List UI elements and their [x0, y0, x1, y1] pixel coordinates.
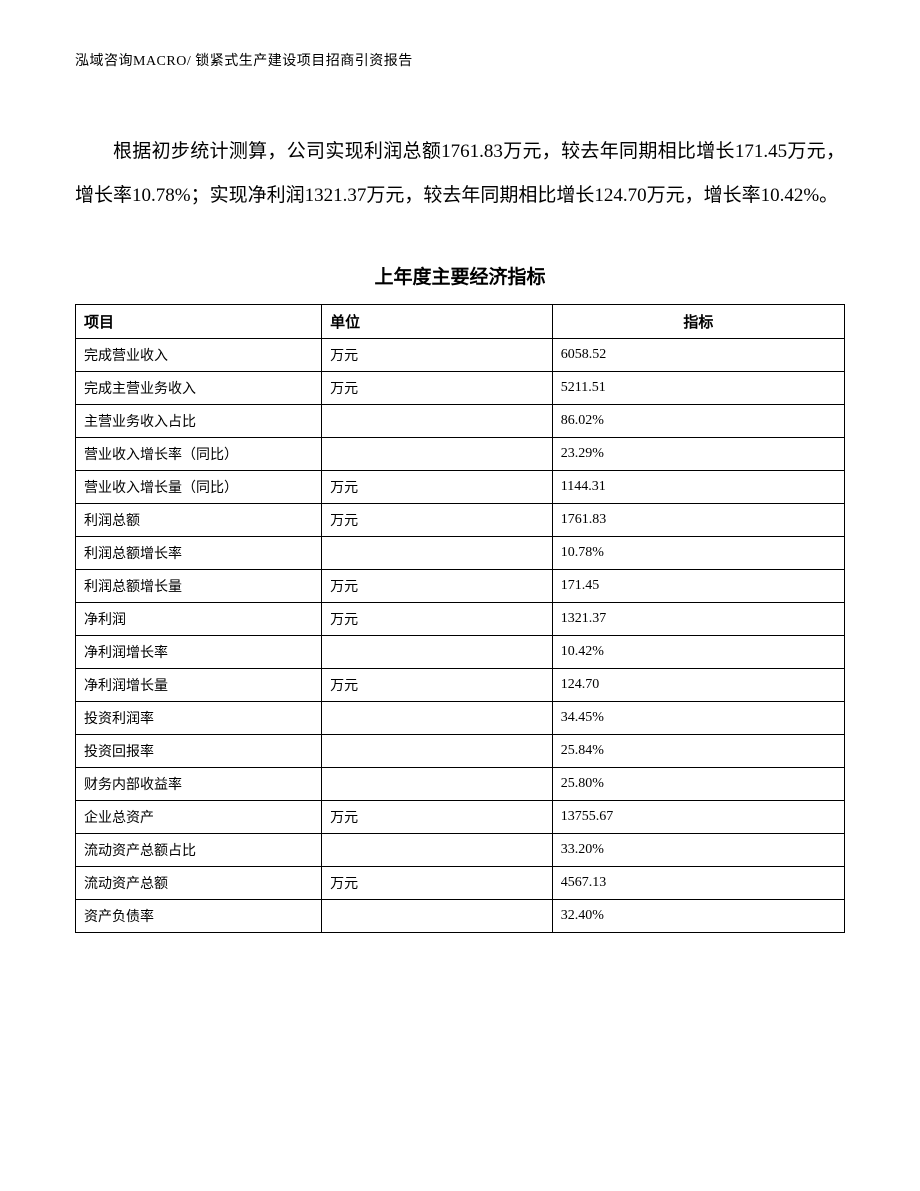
table-cell: 万元 [322, 570, 553, 603]
table-cell: 32.40% [552, 900, 844, 933]
table-cell: 净利润增长率 [76, 636, 322, 669]
table-cell: 124.70 [552, 669, 844, 702]
table-cell: 投资回报率 [76, 735, 322, 768]
table-body: 完成营业收入万元6058.52完成主营业务收入万元5211.51主营业务收入占比… [76, 339, 845, 933]
table-row: 净利润万元1321.37 [76, 603, 845, 636]
table-cell [322, 735, 553, 768]
table-cell: 1144.31 [552, 471, 844, 504]
table-cell: 净利润增长量 [76, 669, 322, 702]
table-row: 营业收入增长率（同比） 23.29% [76, 438, 845, 471]
table-header-cell: 项目 [76, 305, 322, 339]
table-row: 完成营业收入万元6058.52 [76, 339, 845, 372]
table-cell: 万元 [322, 372, 553, 405]
table-cell: 万元 [322, 471, 553, 504]
table-header-row: 项目 单位 指标 [76, 305, 845, 339]
table-cell: 利润总额增长率 [76, 537, 322, 570]
table-row: 净利润增长量万元124.70 [76, 669, 845, 702]
table-row: 投资回报率 25.84% [76, 735, 845, 768]
table-row: 主营业务收入占比 86.02% [76, 405, 845, 438]
table-cell: 财务内部收益率 [76, 768, 322, 801]
table-cell [322, 636, 553, 669]
table-cell: 流动资产总额 [76, 867, 322, 900]
table-cell: 万元 [322, 504, 553, 537]
table-cell [322, 900, 553, 933]
table-cell: 25.84% [552, 735, 844, 768]
table-cell: 4567.13 [552, 867, 844, 900]
table-row: 企业总资产万元13755.67 [76, 801, 845, 834]
table-cell: 6058.52 [552, 339, 844, 372]
table-row: 营业收入增长量（同比）万元1144.31 [76, 471, 845, 504]
table-row: 流动资产总额万元4567.13 [76, 867, 845, 900]
table-cell: 25.80% [552, 768, 844, 801]
table-cell: 完成主营业务收入 [76, 372, 322, 405]
table-cell: 1321.37 [552, 603, 844, 636]
table-cell: 34.45% [552, 702, 844, 735]
table-cell: 万元 [322, 603, 553, 636]
table-row: 净利润增长率 10.42% [76, 636, 845, 669]
table-cell: 营业收入增长量（同比） [76, 471, 322, 504]
table-row: 利润总额万元1761.83 [76, 504, 845, 537]
table-row: 完成主营业务收入万元5211.51 [76, 372, 845, 405]
table-cell: 万元 [322, 669, 553, 702]
table-cell: 万元 [322, 867, 553, 900]
table-cell: 171.45 [552, 570, 844, 603]
table-cell: 86.02% [552, 405, 844, 438]
table-cell: 10.42% [552, 636, 844, 669]
table-cell: 完成营业收入 [76, 339, 322, 372]
table-cell: 23.29% [552, 438, 844, 471]
table-row: 流动资产总额占比 33.20% [76, 834, 845, 867]
table-cell [322, 702, 553, 735]
table-cell [322, 405, 553, 438]
table-cell: 10.78% [552, 537, 844, 570]
table-row: 利润总额增长量万元171.45 [76, 570, 845, 603]
table-header-cell: 单位 [322, 305, 553, 339]
table-cell: 净利润 [76, 603, 322, 636]
summary-paragraph: 根据初步统计测算，公司实现利润总额1761.83万元，较去年同期相比增长171.… [75, 130, 845, 217]
table-cell: 流动资产总额占比 [76, 834, 322, 867]
table-cell: 33.20% [552, 834, 844, 867]
table-row: 财务内部收益率 25.80% [76, 768, 845, 801]
table-cell: 13755.67 [552, 801, 844, 834]
document-header: 泓域咨询MACRO/ 锁紧式生产建设项目招商引资报告 [75, 50, 845, 70]
table-row: 投资利润率 34.45% [76, 702, 845, 735]
table-header-cell: 指标 [552, 305, 844, 339]
table-cell: 营业收入增长率（同比） [76, 438, 322, 471]
table-row: 资产负债率 32.40% [76, 900, 845, 933]
table-cell: 资产负债率 [76, 900, 322, 933]
table-cell [322, 768, 553, 801]
table-cell: 万元 [322, 801, 553, 834]
table-cell: 企业总资产 [76, 801, 322, 834]
table-title: 上年度主要经济指标 [75, 262, 845, 289]
economic-indicators-table: 项目 单位 指标 完成营业收入万元6058.52完成主营业务收入万元5211.5… [75, 304, 845, 933]
table-cell [322, 834, 553, 867]
table-cell: 投资利润率 [76, 702, 322, 735]
table-cell: 1761.83 [552, 504, 844, 537]
table-cell: 利润总额增长量 [76, 570, 322, 603]
table-row: 利润总额增长率 10.78% [76, 537, 845, 570]
table-cell [322, 537, 553, 570]
table-cell: 利润总额 [76, 504, 322, 537]
table-cell: 5211.51 [552, 372, 844, 405]
table-cell: 万元 [322, 339, 553, 372]
table-cell: 主营业务收入占比 [76, 405, 322, 438]
table-cell [322, 438, 553, 471]
